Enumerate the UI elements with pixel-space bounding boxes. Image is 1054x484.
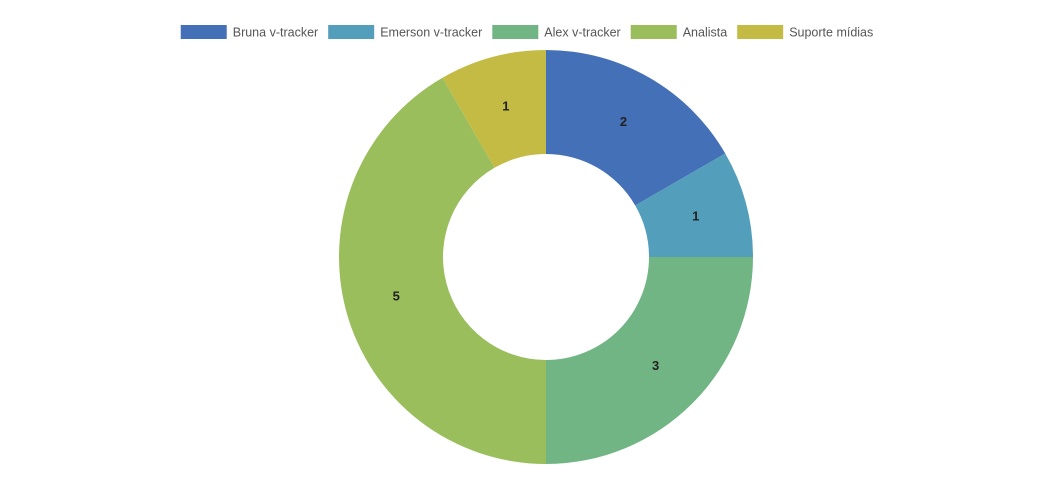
value-label: 3 (652, 358, 659, 373)
legend-swatch (737, 25, 784, 39)
legend-label: Analista (683, 25, 728, 39)
value-label: 5 (393, 289, 400, 304)
legend-swatch (180, 25, 227, 39)
slice (546, 257, 753, 464)
legend-swatch (492, 25, 539, 39)
slice (442, 50, 546, 168)
legend-label: Emerson v-tracker (380, 25, 482, 39)
slice (546, 50, 726, 206)
legend-label: Bruna v-tracker (233, 25, 318, 39)
legend-swatch (328, 25, 375, 39)
legend-swatch (630, 25, 677, 39)
slice (338, 77, 546, 465)
legend-label: Alex v-tracker (544, 25, 620, 39)
legend-label: Suporte mídias (789, 25, 873, 39)
value-label: 2 (620, 114, 627, 129)
slice (635, 153, 753, 257)
value-label: 1 (692, 208, 699, 223)
value-label: 1 (502, 99, 509, 114)
